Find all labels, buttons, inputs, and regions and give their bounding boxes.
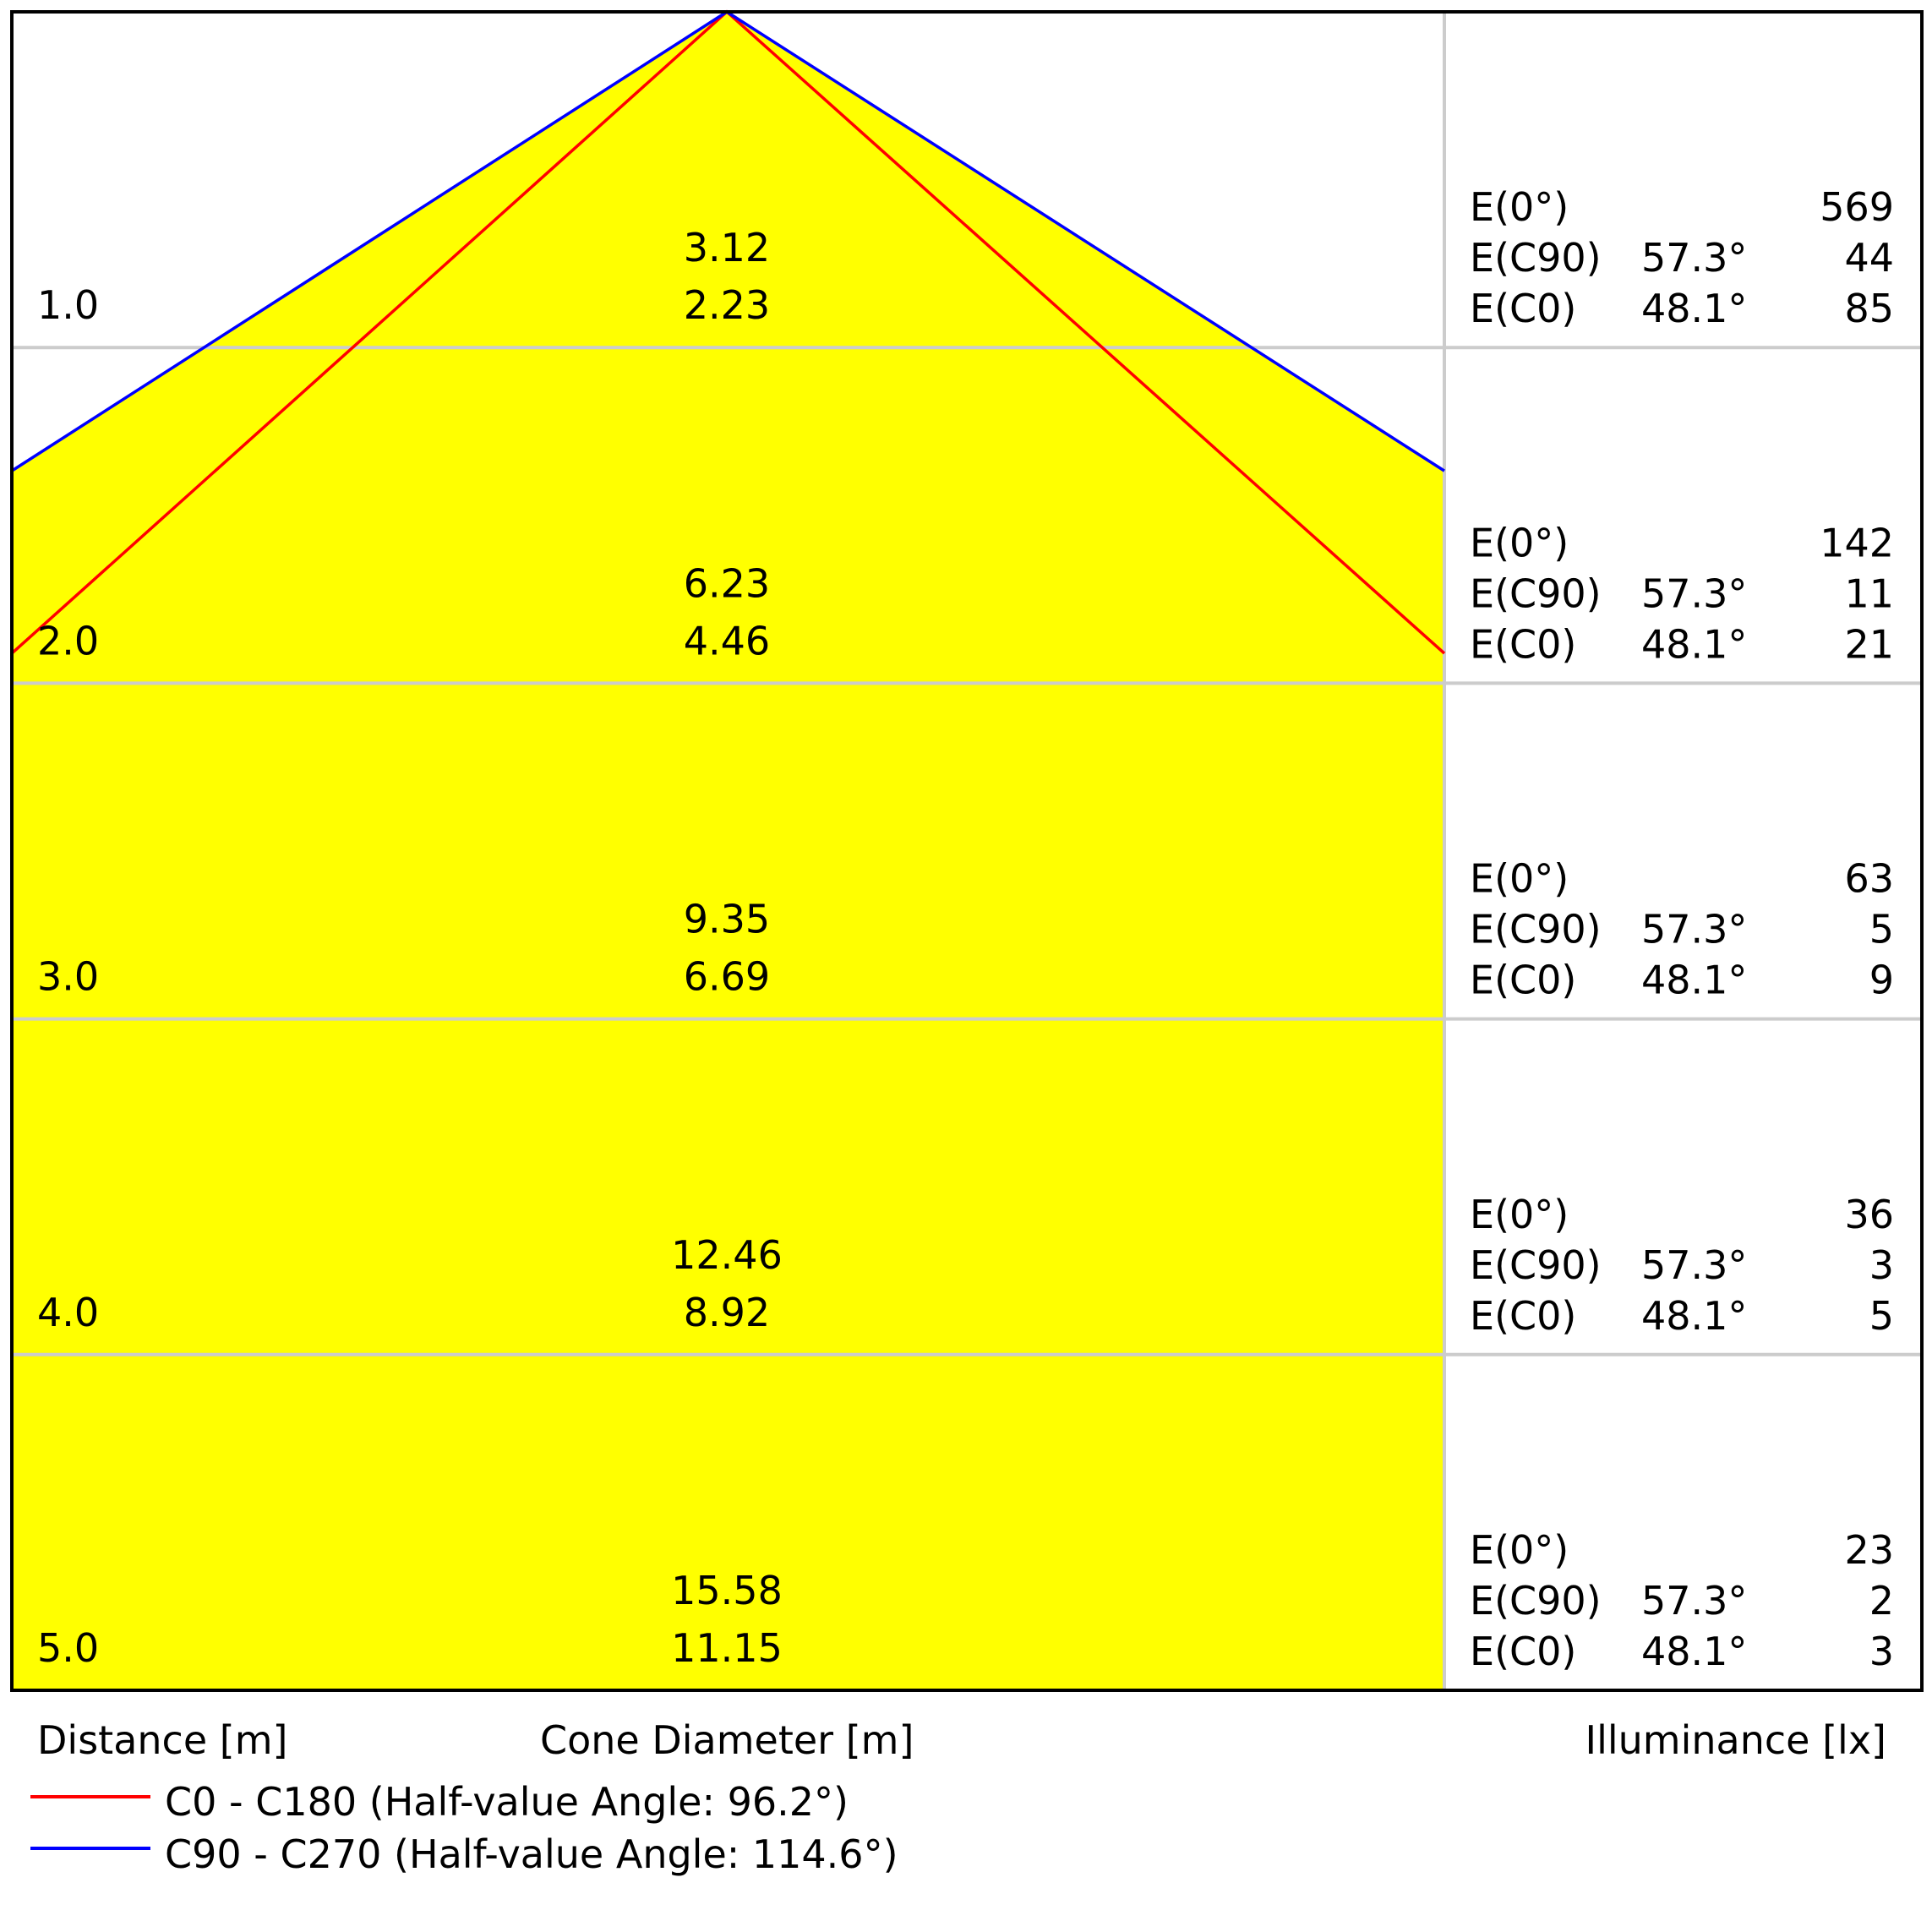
- illuminance-value-ec0: 21: [1844, 621, 1894, 667]
- angle-c0: 48.1°: [1641, 1293, 1747, 1339]
- cone-diameter-c90: 6.23: [684, 560, 770, 606]
- angle-c90: 57.3°: [1641, 1242, 1747, 1288]
- illuminance-label-ec0: E(C0): [1470, 1293, 1576, 1339]
- cone-diameter-c0: 2.23: [684, 282, 770, 328]
- illuminance-label-e0: E(0°): [1470, 1192, 1569, 1237]
- illuminance-value-e0: 569: [1820, 184, 1894, 230]
- illuminance-value-ec90: 2: [1869, 1578, 1894, 1624]
- illuminance-value-e0: 36: [1844, 1192, 1894, 1237]
- cone-diameter-c90: 9.35: [684, 897, 770, 942]
- illuminance-label-ec90: E(C90): [1470, 235, 1602, 281]
- illuminance-value-ec90: 3: [1869, 1242, 1894, 1288]
- cone-fill: [12, 12, 1444, 1690]
- illuminance-label-ec0: E(C0): [1470, 1629, 1576, 1674]
- distance-label: 5.0: [37, 1625, 99, 1671]
- cone-diameter-c0: 11.15: [671, 1625, 783, 1671]
- illuminance-label-e0: E(0°): [1470, 856, 1569, 902]
- angle-c0: 48.1°: [1641, 621, 1747, 667]
- distance-label: 2.0: [37, 618, 99, 663]
- cone-diameter-c0: 6.69: [684, 954, 770, 1000]
- plot-frame: [10, 10, 1924, 1692]
- cone-diameter-c90: 12.46: [671, 1232, 783, 1278]
- x-label-cone-diameter: Cone Diameter [m]: [540, 1717, 914, 1763]
- distance-label: 3.0: [37, 954, 99, 1000]
- angle-c90: 57.3°: [1641, 235, 1747, 281]
- legend-label-c90: C90 - C270 (Half-value Angle: 114.6°): [165, 1831, 898, 1877]
- illuminance-value-ec90: 44: [1844, 235, 1894, 281]
- illuminance-label-e0: E(0°): [1470, 1527, 1569, 1573]
- legend-label-c0: C0 - C180 (Half-value Angle: 96.2°): [165, 1779, 849, 1825]
- illuminance-label-ec90: E(C90): [1470, 907, 1602, 952]
- distance-label: 1.0: [37, 282, 99, 328]
- illuminance-value-ec0: 3: [1869, 1629, 1894, 1674]
- illuminance-value-e0: 23: [1844, 1527, 1894, 1573]
- illuminance-value-ec90: 11: [1844, 570, 1894, 616]
- illuminance-value-ec0: 5: [1869, 1293, 1894, 1339]
- angle-c0: 48.1°: [1641, 958, 1747, 1003]
- illuminance-label-e0: E(0°): [1470, 184, 1569, 230]
- cone-diameter-c90: 3.12: [684, 225, 770, 270]
- illuminance-label-e0: E(0°): [1470, 520, 1569, 565]
- angle-c90: 57.3°: [1641, 1578, 1747, 1624]
- illuminance-label-ec0: E(C0): [1470, 286, 1576, 331]
- angle-c90: 57.3°: [1641, 907, 1747, 952]
- cone-diameter-c0: 8.92: [684, 1290, 770, 1335]
- illuminance-value-ec0: 9: [1869, 958, 1894, 1003]
- illuminance-label-ec0: E(C0): [1470, 621, 1576, 667]
- illuminance-label-ec0: E(C0): [1470, 958, 1576, 1003]
- illuminance-label-ec90: E(C90): [1470, 1242, 1602, 1288]
- illuminance-value-e0: 142: [1820, 520, 1894, 565]
- illuminance-label-ec90: E(C90): [1470, 570, 1602, 616]
- distance-label: 4.0: [37, 1290, 99, 1335]
- cone-diameter-c0: 4.46: [684, 618, 770, 663]
- illuminance-value-ec90: 5: [1869, 907, 1894, 952]
- illuminance-value-ec0: 85: [1844, 286, 1894, 331]
- angle-c0: 48.1°: [1641, 286, 1747, 331]
- angle-c0: 48.1°: [1641, 1629, 1747, 1674]
- x-label-illuminance: Illuminance [lx]: [1585, 1717, 1886, 1763]
- angle-c90: 57.3°: [1641, 570, 1747, 616]
- illuminance-value-e0: 63: [1844, 856, 1894, 902]
- illuminance-label-ec90: E(C90): [1470, 1578, 1602, 1624]
- x-label-distance: Distance [m]: [37, 1717, 287, 1763]
- cone-diameter-c90: 15.58: [671, 1568, 783, 1613]
